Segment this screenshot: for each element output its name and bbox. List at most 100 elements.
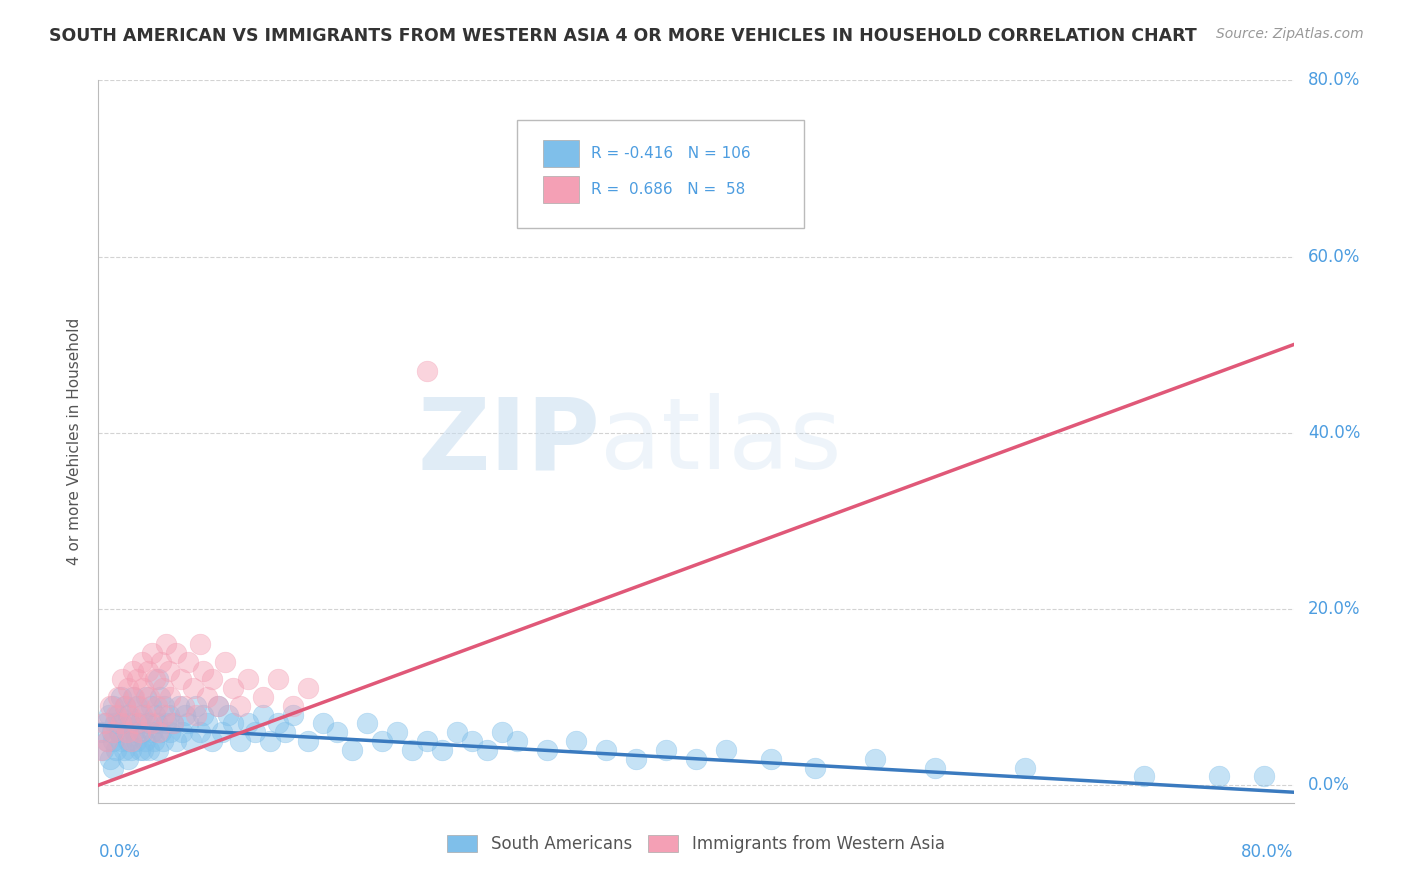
Point <box>121 690 143 704</box>
Point <box>595 743 617 757</box>
Point <box>461 734 484 748</box>
Point <box>207 698 229 713</box>
Point <box>211 725 233 739</box>
Point <box>1014 760 1036 774</box>
Point <box>759 752 782 766</box>
Point <box>506 734 529 748</box>
Point <box>259 734 281 748</box>
Text: 40.0%: 40.0% <box>1308 424 1360 442</box>
Point <box>98 698 122 713</box>
Point <box>342 743 364 757</box>
Text: R = -0.416   N = 106: R = -0.416 N = 106 <box>591 145 751 161</box>
Point <box>103 760 125 774</box>
Point <box>184 707 207 722</box>
Point <box>111 673 134 687</box>
Point <box>475 743 498 757</box>
Point <box>229 698 252 713</box>
Point <box>252 690 274 704</box>
Text: 80.0%: 80.0% <box>1241 843 1294 861</box>
Point <box>112 743 135 757</box>
Point <box>197 690 219 704</box>
Point <box>118 707 141 722</box>
Point <box>416 734 439 748</box>
Point <box>173 698 195 713</box>
Point <box>446 725 468 739</box>
Point <box>155 716 177 731</box>
Point <box>91 743 114 757</box>
Point <box>174 707 197 722</box>
Text: SOUTH AMERICAN VS IMMIGRANTS FROM WESTERN ASIA 4 OR MORE VEHICLES IN HOUSEHOLD C: SOUTH AMERICAN VS IMMIGRANTS FROM WESTER… <box>49 27 1197 45</box>
FancyBboxPatch shape <box>543 139 579 167</box>
Point <box>169 673 191 687</box>
Point <box>97 707 120 722</box>
Point <box>267 716 290 731</box>
Point <box>132 743 155 757</box>
Point <box>111 716 134 731</box>
Point <box>252 707 274 722</box>
Point <box>132 681 155 696</box>
Text: 0.0%: 0.0% <box>98 843 141 861</box>
Point <box>536 743 558 757</box>
Y-axis label: 4 or more Vehicles in Household: 4 or more Vehicles in Household <box>67 318 83 566</box>
Point <box>1253 769 1275 783</box>
Point <box>128 698 150 713</box>
Point <box>685 752 707 766</box>
Point <box>96 734 118 748</box>
Point <box>145 716 167 731</box>
Point <box>201 673 224 687</box>
Point <box>416 364 439 378</box>
Point <box>162 716 184 731</box>
Point <box>131 707 153 722</box>
Point <box>152 681 174 696</box>
Text: atlas: atlas <box>600 393 842 490</box>
Point <box>159 690 181 704</box>
Point <box>167 698 190 713</box>
Point <box>143 673 166 687</box>
Point <box>96 734 118 748</box>
Point <box>134 734 156 748</box>
Point <box>159 725 181 739</box>
Point <box>105 743 128 757</box>
Point <box>281 707 304 722</box>
Point <box>139 698 162 713</box>
Point <box>136 716 159 731</box>
Point <box>236 673 259 687</box>
Point <box>371 734 394 748</box>
FancyBboxPatch shape <box>517 120 804 228</box>
Point <box>150 725 173 739</box>
Point <box>157 664 180 678</box>
Point <box>129 725 152 739</box>
Point <box>90 725 112 739</box>
Point <box>134 707 156 722</box>
Point <box>136 664 159 678</box>
Point <box>107 707 129 722</box>
Point <box>115 725 138 739</box>
Point <box>115 725 138 739</box>
Point <box>326 725 349 739</box>
Text: 20.0%: 20.0% <box>1308 600 1361 618</box>
Point <box>138 743 160 757</box>
Point <box>655 743 678 757</box>
Point <box>385 725 409 739</box>
Point <box>132 725 155 739</box>
Point <box>229 734 252 748</box>
Point <box>120 734 142 748</box>
Point <box>197 716 219 731</box>
Point <box>165 734 187 748</box>
Point <box>804 760 827 774</box>
Point <box>103 698 125 713</box>
Point <box>101 725 124 739</box>
Text: ZIP: ZIP <box>418 393 600 490</box>
Point <box>149 690 172 704</box>
Point <box>125 734 148 748</box>
Point <box>401 743 423 757</box>
Point <box>90 743 112 757</box>
Point <box>157 707 180 722</box>
Point <box>180 734 202 748</box>
Point <box>177 655 200 669</box>
Point <box>117 752 139 766</box>
Text: 60.0%: 60.0% <box>1308 247 1360 266</box>
Point <box>114 698 136 713</box>
Legend: South Americans, Immigrants from Western Asia: South Americans, Immigrants from Western… <box>440 828 952 860</box>
Text: Source: ZipAtlas.com: Source: ZipAtlas.com <box>1216 27 1364 41</box>
